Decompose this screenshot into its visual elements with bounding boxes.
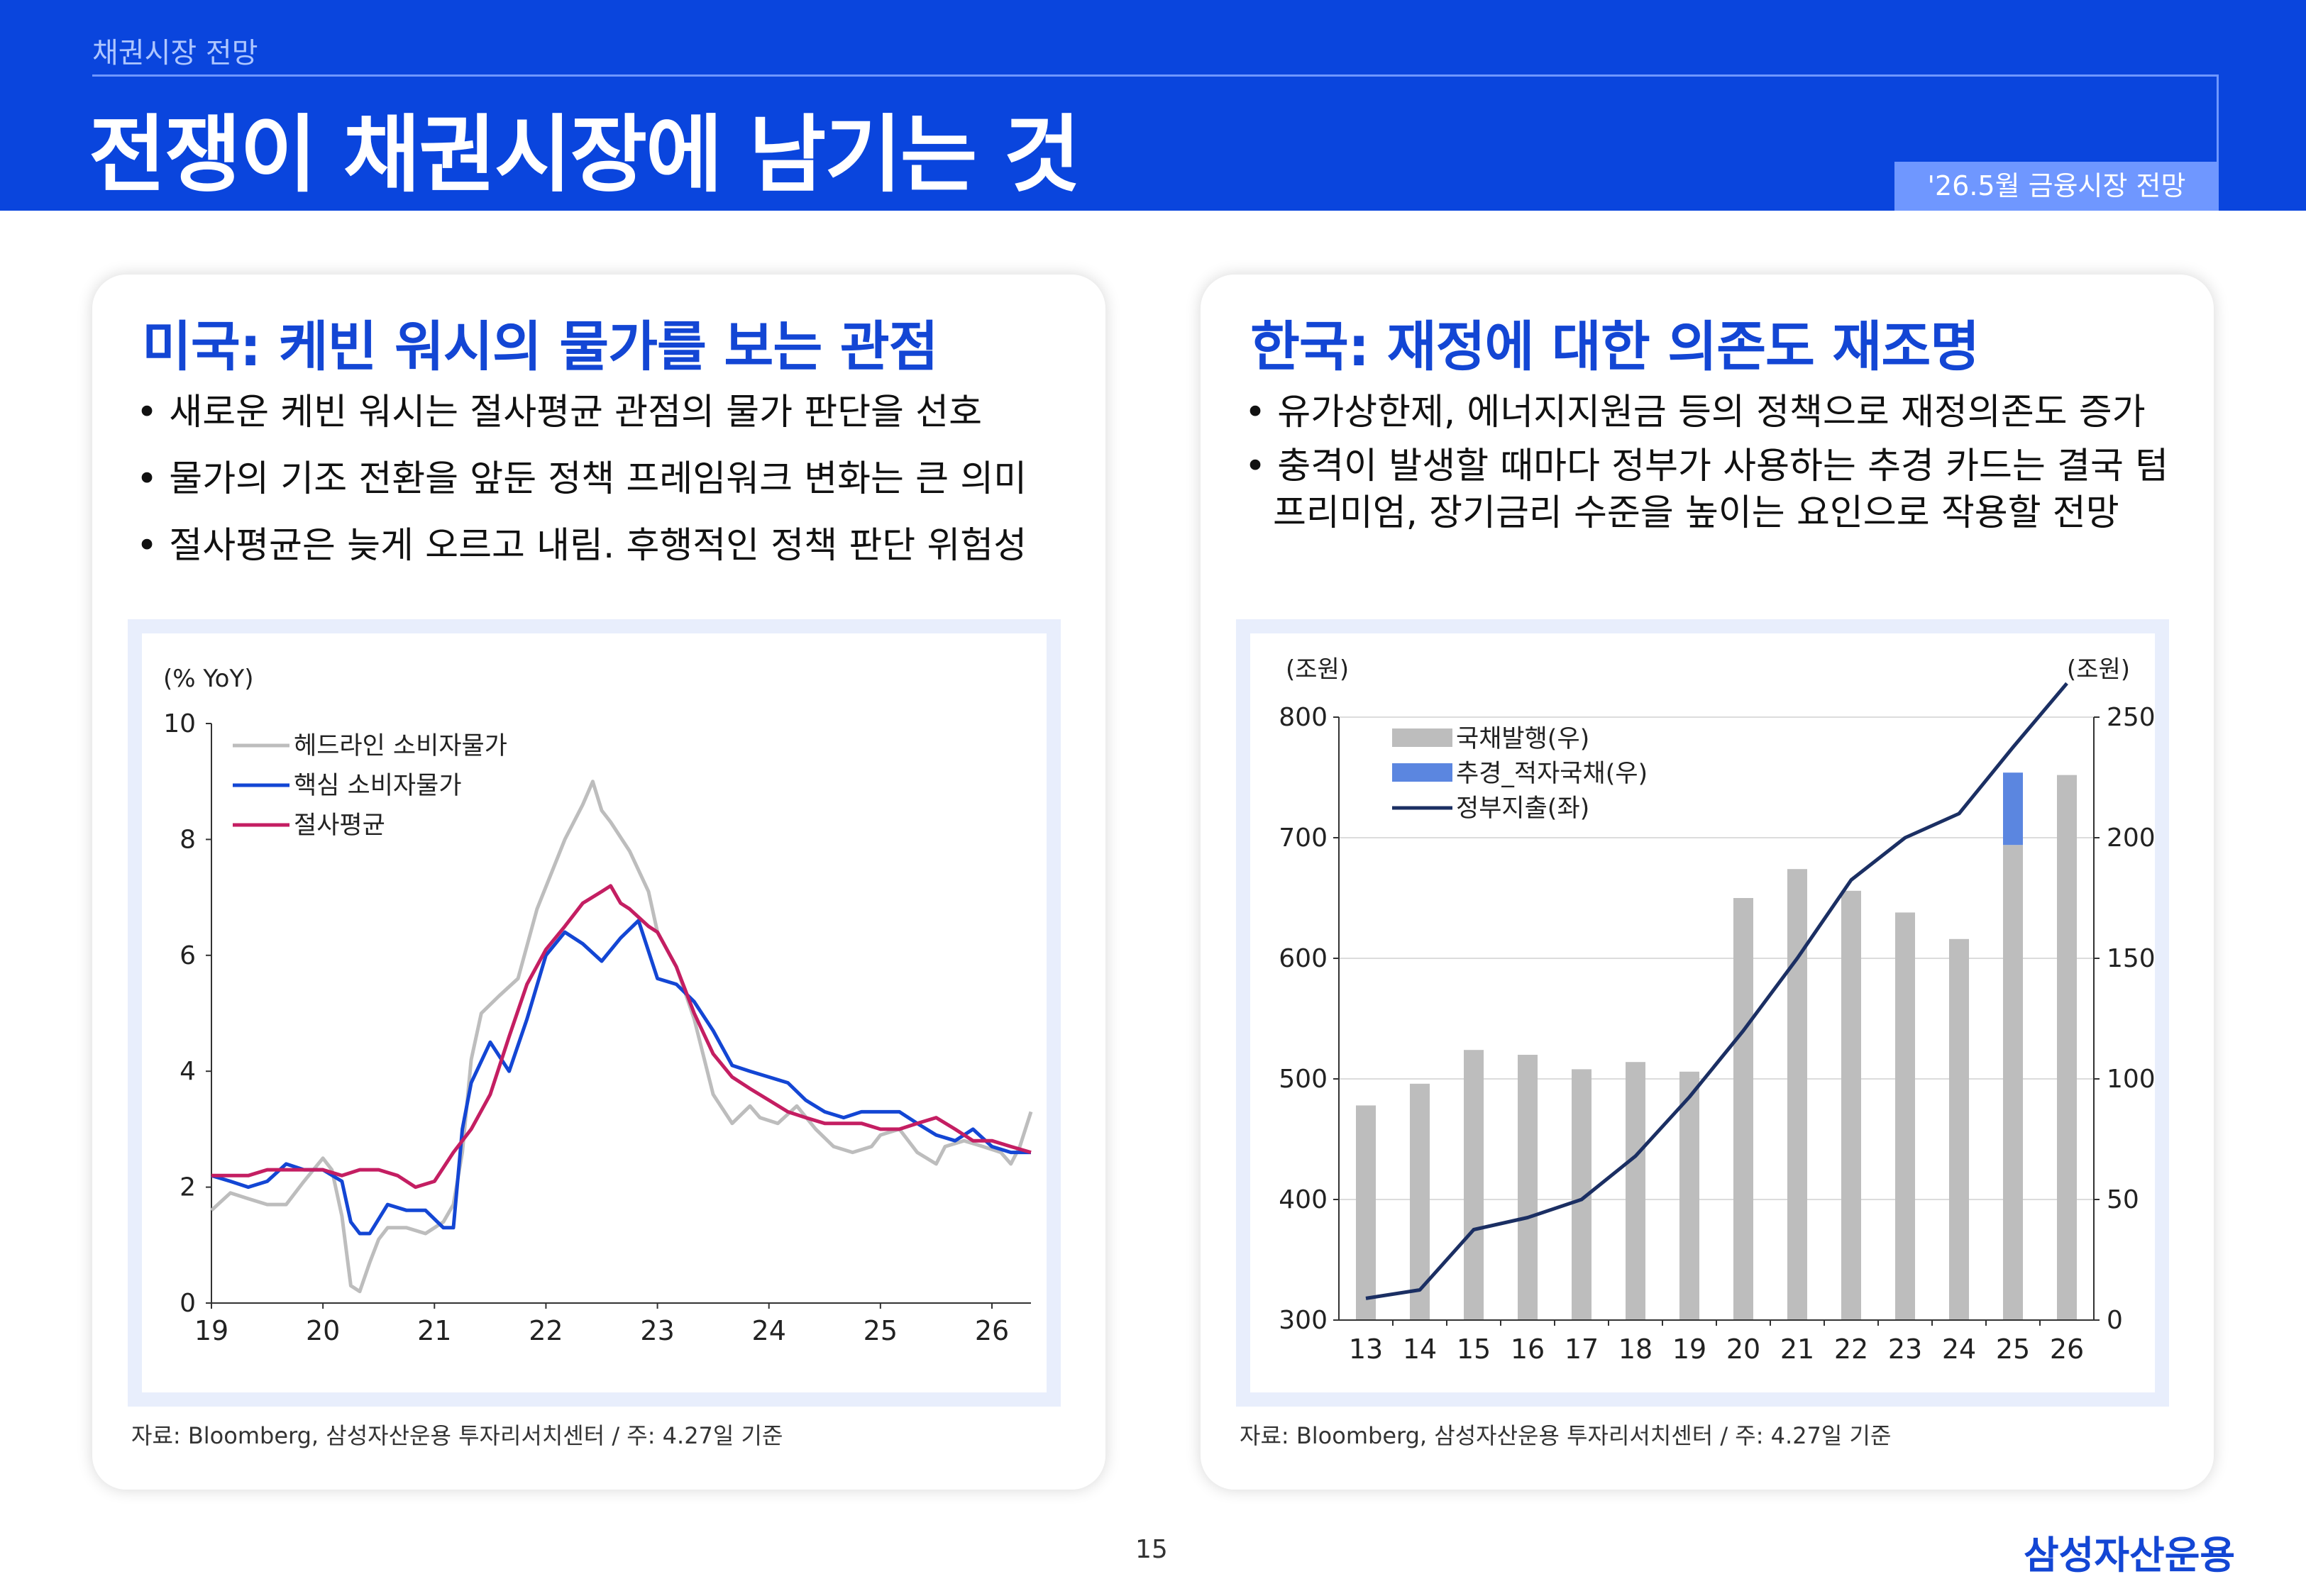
bar-issuance <box>1356 1105 1376 1320</box>
x-tick-label: 25 <box>1996 1334 2030 1365</box>
us-heading: 미국: 케빈 워시의 물가를 보는 관점 <box>142 315 939 378</box>
bar-issuance <box>1464 1050 1484 1320</box>
x-tick-label: 21 <box>417 1315 451 1346</box>
x-tick-label: 19 <box>1672 1334 1706 1365</box>
right-tick-label: 150 <box>2107 944 2155 973</box>
x-tick-label: 24 <box>1942 1334 1976 1365</box>
legend-label: 추경_적자국채(우) <box>1456 760 1648 788</box>
series-line <box>211 919 1031 1236</box>
bar-issuance <box>1679 1071 1699 1320</box>
series-line <box>211 884 1032 1190</box>
y-axis-label: (% YoY) <box>163 665 253 693</box>
x-tick-label: 26 <box>2050 1334 2084 1365</box>
us-bullet: 절사평균은 늦게 오르고 내림. 후행적인 정책 판단 위험성 <box>136 523 1080 570</box>
left-tick-label: 700 <box>1279 824 1328 853</box>
x-tick-label: 15 <box>1457 1334 1491 1365</box>
legend-label: 국채발행(우) <box>1456 725 1589 753</box>
us-chart-frame: (% YoY) 0 2 4 6 8 10 19 20 21 22 23 24 25 26 헤드라인 소비자물가… <box>128 619 1061 1407</box>
legend-label: 정부지출(좌) <box>1456 794 1589 823</box>
korea-bullet: 유가상한제, 에너지지원금 등의 정책으로 재정의존도 증가 <box>1245 389 2188 436</box>
us-source-note: 자료: Bloomberg, 삼성자산운용 투자리서치센터 / 주: 4.27일… <box>131 1422 783 1449</box>
right-axis-unit: (조원) <box>2067 655 2130 684</box>
x-tick-label: 20 <box>306 1315 340 1346</box>
legend-swatch <box>1392 763 1452 782</box>
left-tick-label: 600 <box>1279 944 1328 973</box>
korea-card: 한국: 재정에 대한 의존도 재조명 유가상한제, 에너지지원금 등의 정책으로… <box>1201 275 2214 1490</box>
y-tick-label: 8 <box>180 825 196 854</box>
right-tick-label: 250 <box>2107 703 2155 732</box>
legend-label: 핵심 소비자물가 <box>294 772 462 800</box>
bar-issuance <box>2057 775 2077 1320</box>
legend-label: 헤드라인 소비자물가 <box>294 732 507 760</box>
x-tick-label: 22 <box>1834 1334 1868 1365</box>
right-tick-label: 100 <box>2107 1065 2155 1094</box>
y-tick-label: 4 <box>180 1057 196 1086</box>
header-rule-vertical <box>2217 74 2219 167</box>
x-tick-label: 25 <box>864 1315 898 1346</box>
x-tick-label: 17 <box>1565 1334 1599 1365</box>
left-tick-label: 300 <box>1279 1306 1328 1335</box>
header-rule <box>92 74 2219 77</box>
series-line <box>210 780 1033 1294</box>
us-card: 미국: 케빈 워시의 물가를 보는 관점 새로운 케빈 워시는 절사평균 관점의… <box>92 275 1105 1490</box>
left-axis-unit: (조원) <box>1286 655 1349 684</box>
legend-swatch <box>1392 728 1452 747</box>
spending-line <box>1365 682 2068 1300</box>
us-bullet-list: 새로운 케빈 워시는 절사평균 관점의 물가 판단을 선호 물가의 기조 전환을… <box>136 389 1080 589</box>
korea-chart-frame: (조원) (조원) 300 400 500 600 700 800 0 50 100 150 200 25… <box>1236 619 2169 1407</box>
x-tick-label: 22 <box>529 1315 563 1346</box>
left-tick-label: 800 <box>1279 703 1328 732</box>
right-tick-label: 50 <box>2107 1185 2139 1214</box>
bar-issuance <box>1518 1055 1538 1320</box>
x-tick-label: 24 <box>752 1315 786 1346</box>
bar-issuance <box>1841 890 1861 1320</box>
bar-issuance <box>2003 845 2023 1320</box>
y-tick-label: 10 <box>163 709 196 738</box>
report-tag: '26.5월 금융시장 전망 <box>1894 162 2219 211</box>
x-tick-label: 23 <box>640 1315 674 1346</box>
x-tick-label: 16 <box>1511 1334 1545 1365</box>
x-tick-label: 14 <box>1403 1334 1437 1365</box>
y-tick-label: 2 <box>180 1173 196 1202</box>
right-tick-label: 200 <box>2107 824 2155 853</box>
header-banner: 채권시장 전망 전쟁이 채권시장에 남기는 것 '26.5월 금융시장 전망 <box>0 0 2306 211</box>
bar-supplementary <box>2003 772 2023 846</box>
x-tick-label: 23 <box>1888 1334 1922 1365</box>
x-tick-label: 18 <box>1618 1334 1653 1365</box>
korea-bullet-list: 유가상한제, 에너지지원금 등의 정책으로 재정의존도 증가 충격이 발생할 때… <box>1245 389 2188 544</box>
korea-heading: 한국: 재정에 대한 의존도 재조명 <box>1250 315 1980 378</box>
bar-issuance <box>1787 869 1807 1320</box>
x-tick-label: 20 <box>1726 1334 1760 1365</box>
bar-issuance <box>1733 898 1753 1320</box>
x-tick-label: 13 <box>1349 1334 1383 1365</box>
y-tick-label: 0 <box>180 1289 196 1318</box>
korea-bullet: 충격이 발생할 때마다 정부가 사용하는 추경 카드는 결국 텀프리미엄, 장기… <box>1245 443 2188 537</box>
bar-issuance <box>1895 912 1915 1320</box>
bar-issuance <box>1626 1062 1645 1320</box>
left-tick-label: 500 <box>1279 1065 1328 1094</box>
page-number: 15 <box>1135 1535 1168 1564</box>
bar-issuance <box>1949 938 1969 1320</box>
x-tick-label: 26 <box>975 1315 1009 1346</box>
y-tick-label: 6 <box>180 941 196 970</box>
left-tick-label: 400 <box>1279 1185 1328 1214</box>
us-bullet: 새로운 케빈 워시는 절사평균 관점의 물가 판단을 선호 <box>136 389 1080 436</box>
korea-source-note: 자료: Bloomberg, 삼성자산운용 투자리서치센터 / 주: 4.27일… <box>1240 1422 1892 1449</box>
right-tick-label: 0 <box>2107 1306 2123 1335</box>
page-title: 전쟁이 채권시장에 남기는 것 <box>89 106 1081 204</box>
x-tick-label: 19 <box>194 1315 228 1346</box>
us-bullet: 물가의 기조 전환을 앞둔 정책 프레임워크 변화는 큰 의미 <box>136 456 1080 503</box>
section-kicker: 채권시장 전망 <box>92 37 258 70</box>
brand-logo: 삼성자산운용 <box>2024 1533 2236 1578</box>
legend-label: 절사평균 <box>294 811 385 840</box>
korea-fiscal-chart: (조원) (조원) 300 400 500 600 700 800 0 50 100 150 200 25… <box>1250 633 2155 1392</box>
x-tick-label: 21 <box>1780 1334 1814 1365</box>
